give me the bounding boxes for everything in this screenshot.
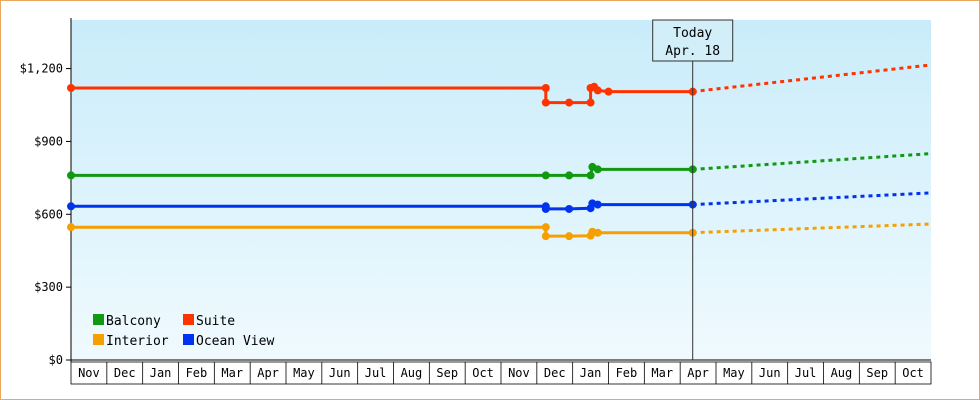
series-point <box>67 84 75 92</box>
legend-item: Ocean View <box>183 334 274 349</box>
series-point <box>593 200 602 209</box>
legend-swatch <box>93 334 104 345</box>
series-point <box>593 165 602 174</box>
series-point <box>541 84 550 92</box>
x-tick-label: Aug <box>831 366 853 380</box>
x-tick-label: May <box>293 366 315 380</box>
x-tick-label: May <box>723 366 745 380</box>
today-box <box>652 19 734 62</box>
series-point <box>67 202 75 211</box>
legend-item: Suite <box>183 314 235 329</box>
series-ocean-view <box>67 191 932 213</box>
x-tick-label: Jun <box>759 366 781 380</box>
series-layer <box>67 63 932 241</box>
series-point <box>565 204 574 213</box>
series-balcony <box>67 152 932 180</box>
x-tick-label: Mar <box>221 366 243 380</box>
x-tick-label: Jul <box>795 366 817 380</box>
x-tick-label: Jan <box>580 366 602 380</box>
series-suite <box>67 63 932 107</box>
today-date: Apr. 18 <box>665 44 720 59</box>
x-tick-label: Sep <box>866 366 888 380</box>
series-point <box>541 171 550 180</box>
legend: Balcony Suite Interior Ocean View <box>93 314 274 349</box>
series-point <box>565 232 574 241</box>
x-tick-label: Mar <box>651 366 673 380</box>
plot-area <box>71 20 931 360</box>
legend-swatch <box>183 334 194 345</box>
y-tick-label: $600 <box>34 207 63 221</box>
today-marker: Today Apr. 18 <box>652 19 734 360</box>
series-interior <box>67 222 932 241</box>
x-tick-label: Jun <box>329 366 351 380</box>
series-point <box>565 98 574 107</box>
y-tick-label: $900 <box>34 134 63 148</box>
today-label: Today <box>673 26 712 41</box>
series-point <box>541 223 550 232</box>
legend-label: Balcony <box>106 314 161 329</box>
y-tick-label: $300 <box>34 280 63 294</box>
x-tick-label: Oct <box>902 366 924 380</box>
x-tick-label: Jan <box>150 366 172 380</box>
series-line <box>71 85 693 105</box>
series-point <box>593 86 602 95</box>
x-tick-label: Apr <box>257 366 279 380</box>
x-tick-label: Apr <box>687 366 709 380</box>
x-tick-label: Nov <box>508 366 530 380</box>
x-tick-label: Feb <box>616 366 638 380</box>
series-point <box>67 223 75 232</box>
x-tick-label: Oct <box>472 366 494 380</box>
legend-label: Ocean View <box>196 334 274 349</box>
series-point <box>586 171 595 180</box>
legend-item: Interior <box>93 334 169 349</box>
series-point <box>67 171 75 180</box>
series-point <box>565 171 574 180</box>
x-tick-label: Aug <box>401 366 423 380</box>
series-point <box>593 228 602 237</box>
axis-layer: $0 $300 $600 $900 $1,200 Nov Dec Jan Feb Mar Apr Ma… <box>20 18 932 385</box>
x-tick-label: Dec <box>114 366 136 380</box>
series-point <box>541 232 550 241</box>
y-tick-label: $1,200 <box>20 62 63 76</box>
x-tick-label: Dec <box>544 366 566 380</box>
x-tick-label: Jul <box>365 366 387 380</box>
legend-swatch <box>183 314 194 325</box>
legend-item: Balcony <box>93 314 161 329</box>
series-point <box>604 87 613 96</box>
y-tick-label: $0 <box>49 353 63 367</box>
series-point <box>586 98 595 107</box>
x-tick-label: Nov <box>78 366 100 380</box>
series-point <box>541 204 550 213</box>
legend-label: Suite <box>196 314 235 329</box>
legend-swatch <box>93 314 104 325</box>
series-point <box>541 98 550 107</box>
x-tick-label: Sep <box>436 366 458 380</box>
x-tick-label: Feb <box>186 366 208 380</box>
legend-label: Interior <box>106 334 169 349</box>
